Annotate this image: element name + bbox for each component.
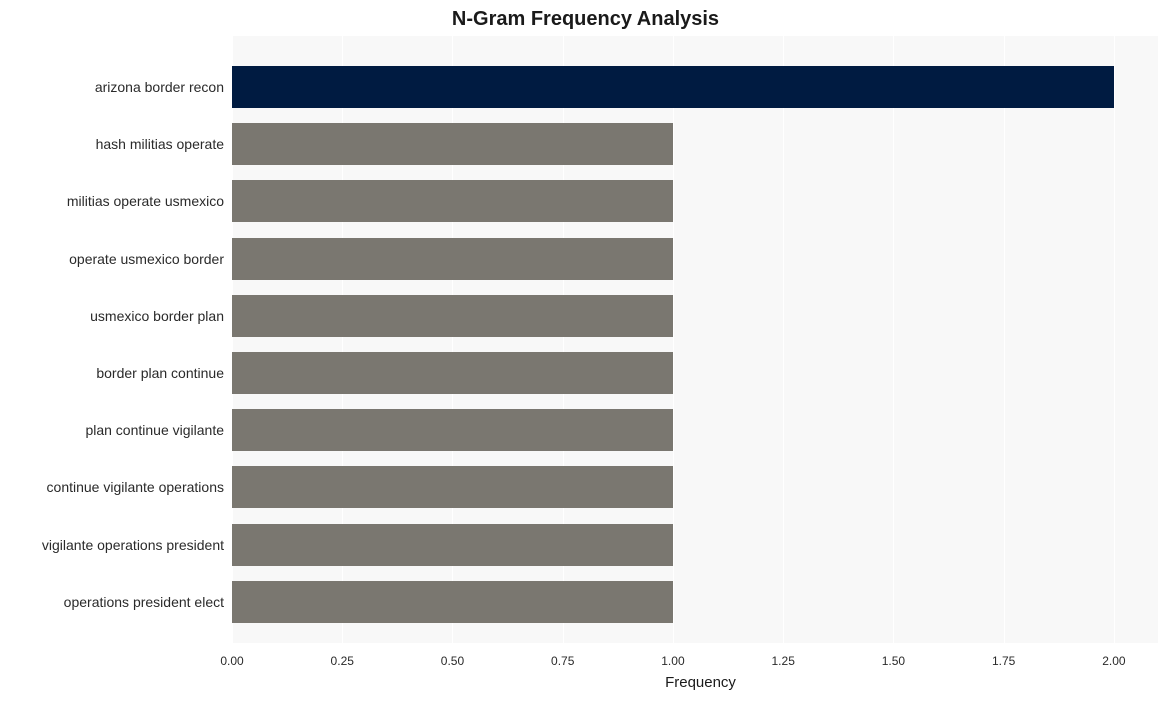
bar [232,238,673,280]
y-tick-label: operations president elect [4,594,224,610]
bar [232,295,673,337]
y-tick-label: vigilante operations president [4,537,224,553]
plot-area [232,36,1158,643]
y-tick-label: arizona border recon [4,79,224,95]
grid-line [673,36,674,643]
x-tick-label: 1.00 [661,654,684,668]
ngram-frequency-chart: N-Gram Frequency Analysis Frequency 0.00… [0,0,1171,701]
bar [232,409,673,451]
x-tick-label: 1.50 [882,654,905,668]
y-tick-label: operate usmexico border [4,251,224,267]
grid-line [1114,36,1115,643]
y-tick-label: usmexico border plan [4,308,224,324]
x-tick-label: 0.25 [331,654,354,668]
x-tick-label: 0.00 [220,654,243,668]
bar [232,466,673,508]
x-tick-label: 1.75 [992,654,1015,668]
bar [232,180,673,222]
bar [232,352,673,394]
grid-line [893,36,894,643]
bar [232,581,673,623]
chart-title: N-Gram Frequency Analysis [0,8,1171,31]
x-tick-label: 0.50 [441,654,464,668]
bar [232,524,673,566]
x-tick-label: 0.75 [551,654,574,668]
y-tick-label: militias operate usmexico [4,193,224,209]
x-tick-label: 2.00 [1102,654,1125,668]
y-tick-label: plan continue vigilante [4,422,224,438]
y-tick-label: continue vigilante operations [4,479,224,495]
bar [232,66,1114,108]
x-tick-label: 1.25 [772,654,795,668]
x-axis-label: Frequency [115,674,1171,691]
y-tick-label: border plan continue [4,365,224,381]
grid-line [1004,36,1005,643]
bar [232,123,673,165]
y-tick-label: hash militias operate [4,136,224,152]
grid-line [783,36,784,643]
